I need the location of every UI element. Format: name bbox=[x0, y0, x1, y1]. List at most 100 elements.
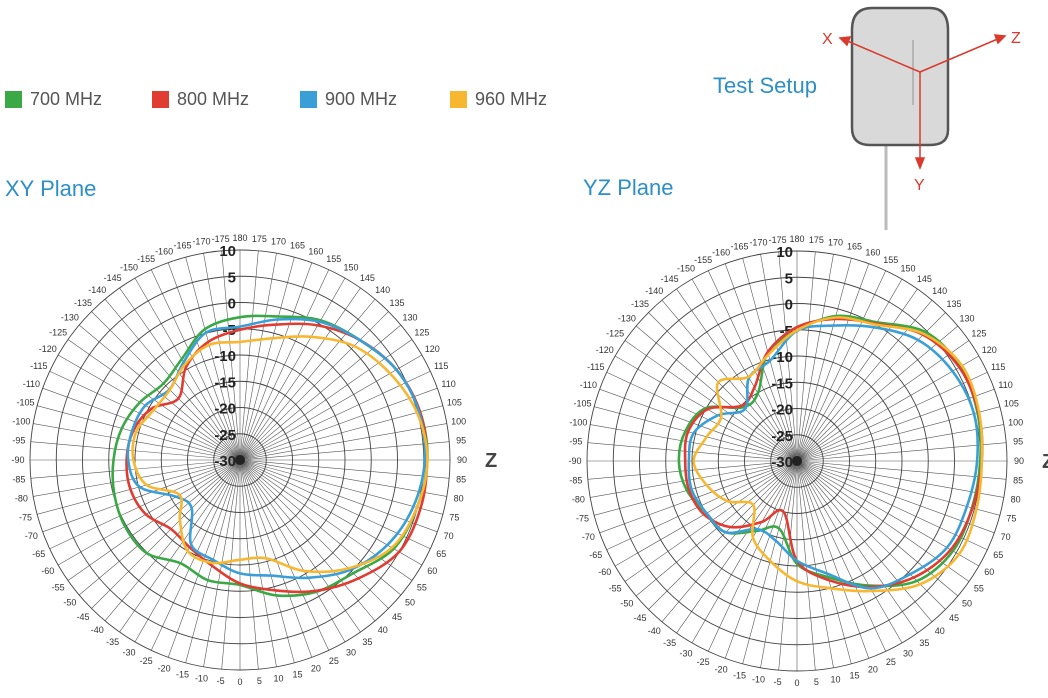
angle-tick-label: -60 bbox=[598, 567, 611, 577]
angle-tick-label: -140 bbox=[645, 286, 663, 296]
series-line-700-mhz bbox=[677, 314, 982, 588]
angle-tick-label: 140 bbox=[375, 285, 390, 295]
angle-tick-label: -15 bbox=[733, 670, 746, 680]
grid-ring bbox=[82, 302, 398, 618]
radial-tick-label: 0 bbox=[785, 297, 793, 314]
xy-plane-chart: -175-170-165-160-155-150-145-140-135-130… bbox=[11, 233, 497, 687]
yz-plane-title: YZ Plane bbox=[583, 175, 674, 200]
angle-tick-label: 180 bbox=[789, 234, 804, 244]
angle-tick-label: -25 bbox=[697, 657, 710, 667]
grid-ring bbox=[134, 354, 346, 566]
center-dot bbox=[235, 455, 245, 465]
angle-tick-label: 10 bbox=[831, 675, 841, 685]
angle-tick-label: 115 bbox=[991, 362, 1005, 372]
angle-tick-label: -85 bbox=[12, 474, 25, 484]
radial-tick-label: 5 bbox=[785, 270, 793, 287]
legend-label: 900 MHz bbox=[325, 89, 398, 109]
axis-label-x: X bbox=[822, 31, 833, 48]
angle-tick-label: 115 bbox=[434, 361, 448, 371]
angle-tick-label: -120 bbox=[39, 344, 57, 354]
angle-tick-label: -15 bbox=[176, 669, 189, 679]
axis-arrows bbox=[838, 34, 1007, 171]
radial-tick-label: 5 bbox=[228, 269, 236, 286]
angle-tick-label: -5 bbox=[217, 676, 225, 686]
device-body bbox=[850, 6, 950, 147]
angle-tick-label: -115 bbox=[587, 362, 604, 372]
x-arrowhead-icon bbox=[838, 36, 852, 47]
angle-tick-label: -75 bbox=[576, 513, 589, 523]
angle-tick-label: -70 bbox=[25, 531, 38, 541]
yz-plane-chart: -175-170-165-160-155-150-145-140-135-130… bbox=[568, 234, 1048, 688]
angle-tick-label: 110 bbox=[998, 380, 1012, 390]
test-setup-title: Test Setup bbox=[713, 73, 817, 98]
grid-ring bbox=[717, 381, 877, 541]
angle-tick-label: -55 bbox=[609, 583, 622, 593]
angle-tick-label: -140 bbox=[88, 285, 106, 295]
angle-tick-label: -90 bbox=[11, 455, 24, 465]
angle-tick-label: -155 bbox=[694, 255, 712, 265]
angle-tick-label: -160 bbox=[712, 247, 730, 257]
polar-grid: -175-170-165-160-155-150-145-140-135-130… bbox=[568, 234, 1024, 688]
angle-tick-label: 75 bbox=[449, 512, 459, 522]
angle-tick-label: -20 bbox=[715, 665, 728, 675]
series-line-960-mhz bbox=[131, 335, 429, 574]
angle-tick-label: -10 bbox=[752, 675, 765, 685]
angle-tick-label: -65 bbox=[589, 550, 602, 560]
angle-tick-label: 60 bbox=[427, 566, 437, 576]
legend-item-700: 700 MHz bbox=[5, 89, 152, 110]
angle-tick-label: -95 bbox=[12, 436, 25, 446]
angle-tick-label: 165 bbox=[290, 241, 305, 251]
legend-swatch bbox=[5, 91, 22, 108]
angle-tick-label: 105 bbox=[447, 398, 462, 408]
angle-tick-label: 15 bbox=[292, 669, 302, 679]
angle-tick-label: 80 bbox=[454, 494, 464, 504]
angle-tick-label: -170 bbox=[749, 237, 767, 247]
legend-label: 960 MHz bbox=[475, 89, 548, 109]
grid-ring bbox=[770, 434, 824, 488]
angle-tick-label: -100 bbox=[569, 417, 587, 427]
angle-tick-label: 65 bbox=[436, 549, 446, 559]
polar-grid: -175-170-165-160-155-150-145-140-135-130… bbox=[11, 233, 467, 687]
series-line-900-mhz bbox=[126, 317, 427, 580]
angle-tick-label: 35 bbox=[919, 638, 929, 648]
angle-tick-label: 100 bbox=[1008, 417, 1023, 427]
angle-tick-label: 170 bbox=[271, 236, 286, 246]
angle-tick-label: 0 bbox=[794, 678, 799, 688]
legend-label: 800 MHz bbox=[177, 89, 250, 109]
angle-tick-label: 145 bbox=[360, 273, 375, 283]
angle-tick-label: 5 bbox=[814, 677, 819, 687]
angle-tick-label: -25 bbox=[140, 656, 153, 666]
series-line-900-mhz bbox=[687, 323, 980, 590]
angle-tick-label: 65 bbox=[993, 550, 1003, 560]
angle-tick-label: -60 bbox=[41, 566, 54, 576]
angle-tick-label: 105 bbox=[1004, 399, 1019, 409]
angle-tick-label: 100 bbox=[451, 416, 466, 426]
radial-tick-label: -25 bbox=[771, 428, 793, 445]
angle-tick-label: -170 bbox=[192, 236, 210, 246]
angle-tick-label: 45 bbox=[392, 612, 402, 622]
radial-tick-label: -25 bbox=[214, 427, 236, 444]
angle-tick-label: -20 bbox=[158, 664, 171, 674]
angle-tick-label: 165 bbox=[847, 242, 862, 252]
grid-ring bbox=[160, 380, 320, 540]
angle-tick-label: -165 bbox=[174, 241, 192, 251]
angle-tick-label: 90 bbox=[457, 455, 467, 465]
angle-tick-label: 120 bbox=[425, 344, 440, 354]
angle-tick-label: -50 bbox=[63, 598, 76, 608]
angle-tick-label: 95 bbox=[456, 436, 466, 446]
angle-tick-label: -145 bbox=[104, 273, 122, 283]
angle-tick-label: -95 bbox=[569, 437, 582, 447]
angle-tick-label: 145 bbox=[917, 274, 932, 284]
angle-tick-label: 20 bbox=[311, 664, 321, 674]
angle-tick-label: 85 bbox=[1013, 475, 1023, 485]
axis-label-z: Z bbox=[1042, 451, 1048, 473]
angle-tick-label: 55 bbox=[417, 582, 427, 592]
angle-tick-label: -50 bbox=[620, 599, 633, 609]
angle-tick-label: -80 bbox=[15, 494, 28, 504]
legend-item-900: 900 MHz bbox=[300, 89, 450, 110]
angle-tick-label: -100 bbox=[12, 416, 30, 426]
angle-tick-label: -65 bbox=[32, 549, 45, 559]
legend-swatch bbox=[152, 91, 169, 108]
angle-tick-label: -70 bbox=[582, 532, 595, 542]
